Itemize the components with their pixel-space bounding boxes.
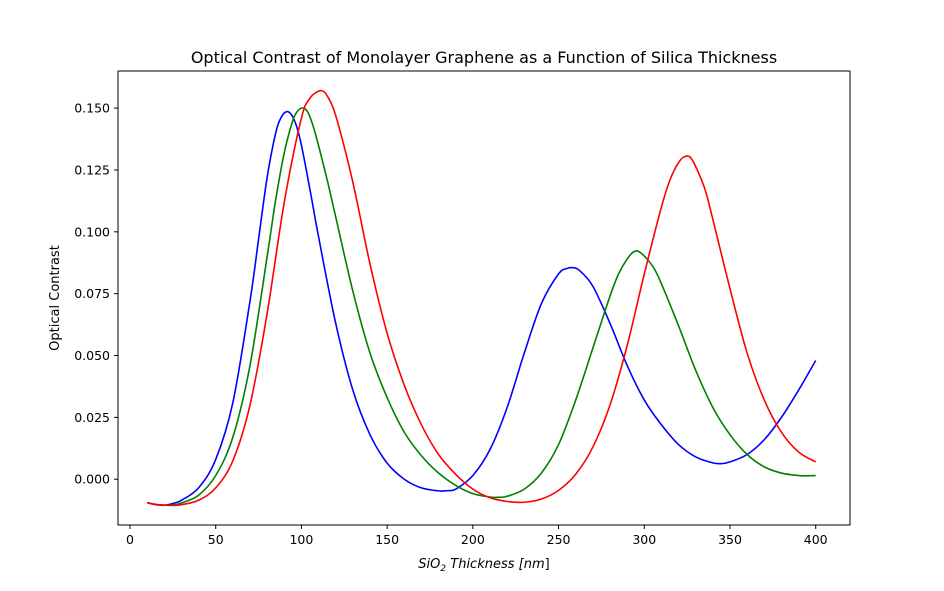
- x-tick-label: 150: [375, 532, 399, 547]
- x-tick-label: 400: [804, 532, 828, 547]
- y-axis-label: Optical Contrast: [48, 245, 63, 351]
- x-axis-label-subscript: 2: [440, 564, 446, 574]
- x-axis-label-unit: nm: [524, 557, 545, 572]
- series-line-2: [146, 107, 816, 507]
- x-tick-label: 0: [126, 532, 134, 547]
- x-axis-label-suffix: Thickness [: [446, 557, 525, 572]
- y-tick-label: 0.075: [74, 286, 110, 301]
- x-tick-label: 250: [547, 532, 571, 547]
- plot-area: 0 50 100 150 200 250 300 350 400 0.000 0.025 0.050…: [74, 70, 851, 547]
- x-tick-label: 200: [461, 532, 485, 547]
- x-tick-label: 100: [289, 532, 313, 547]
- chart-title: Optical Contrast of Monolayer Graphene a…: [191, 48, 777, 67]
- y-tick-label: 0.025: [74, 410, 110, 425]
- series-line-1: [146, 110, 817, 507]
- series-group: [146, 89, 817, 507]
- x-axis-label: SiO2 Thickness [nm]: [418, 557, 549, 574]
- y-tick-label: 0.100: [74, 224, 110, 239]
- x-axis-label-close: ]: [545, 557, 550, 572]
- y-tick-label: 0.125: [74, 162, 110, 177]
- x-tick-label: 300: [632, 532, 656, 547]
- plot-frame: [117, 70, 851, 526]
- x-tick-label: 350: [718, 532, 742, 547]
- y-tick-label: 0.150: [74, 101, 110, 116]
- x-axis-label-prefix: SiO: [418, 557, 440, 572]
- y-tick-label: 0.050: [74, 348, 110, 363]
- x-tick-label: 50: [208, 532, 224, 547]
- y-tick-label: 0.000: [74, 472, 110, 487]
- series-line-3: [146, 89, 817, 507]
- x-axis-ticks: 0 50 100 150 200 250 300 350 400: [126, 525, 828, 547]
- y-axis-ticks: 0.000 0.025 0.050 0.075 0.100 0.125 0.150: [74, 101, 118, 487]
